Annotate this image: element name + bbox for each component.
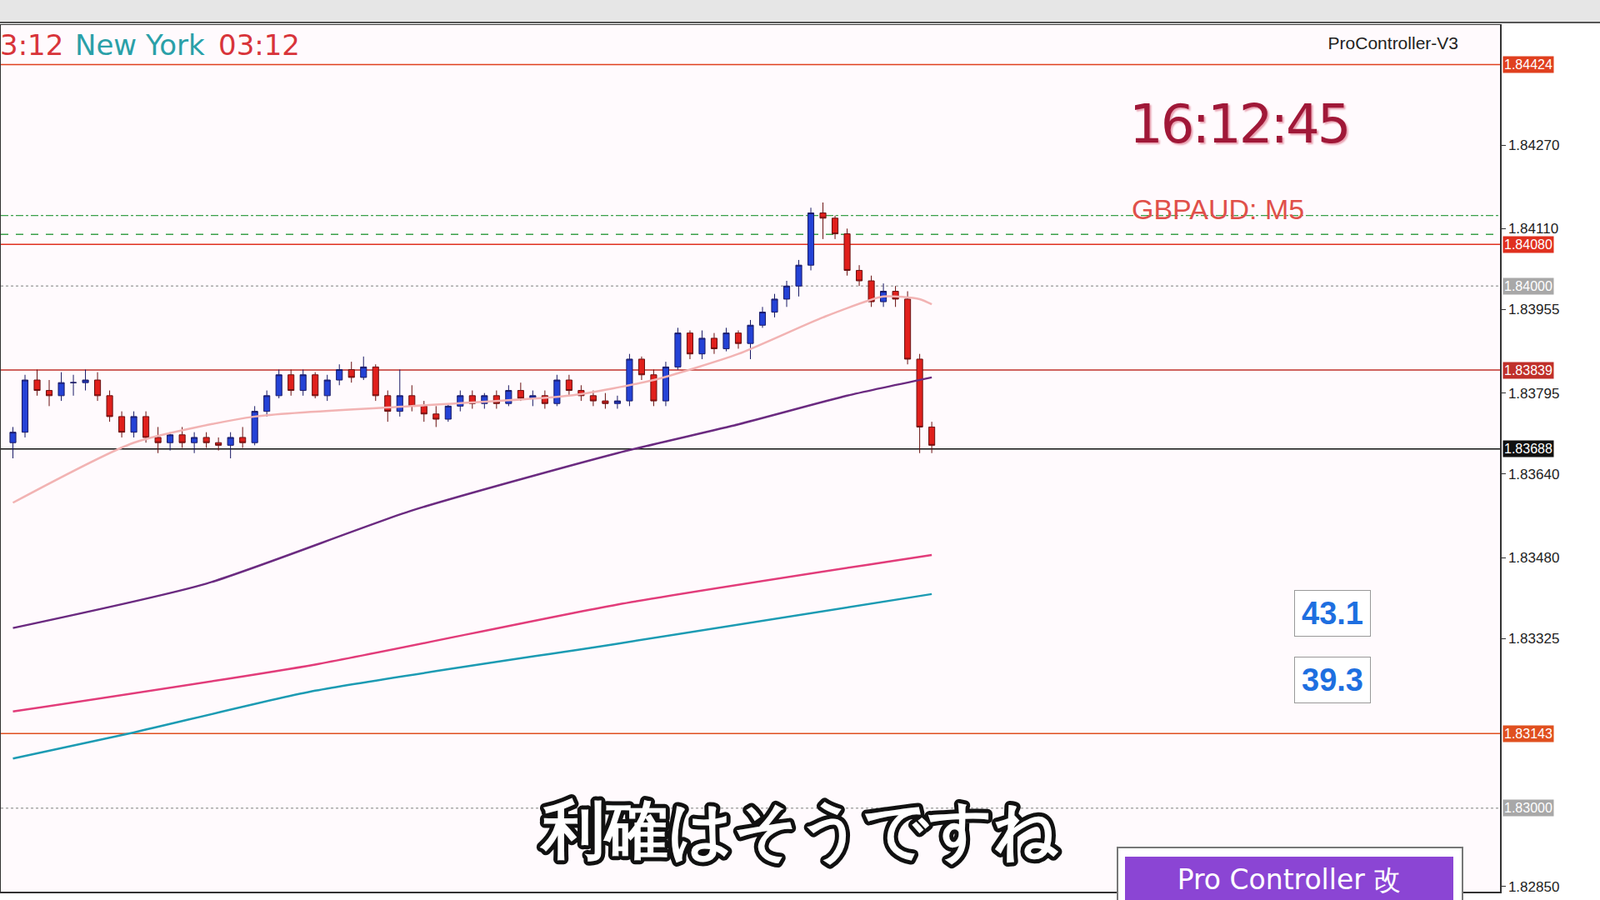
html-text:Pro Controller 改: Pro Controller 改: [1177, 863, 1402, 896]
svg-text:1.83795: 1.83795: [1508, 385, 1560, 402]
svg-text:1.84000: 1.84000: [1504, 279, 1553, 294]
svg-text:1.83640: 1.83640: [1508, 466, 1560, 483]
svg-text:1.83000: 1.83000: [1504, 800, 1553, 815]
html-text:43.1: 43.1: [1301, 595, 1364, 631]
html-text:GBPAUD: M5: GBPAUD: M5: [1131, 193, 1305, 225]
html-text:ProController-V3: ProController-V3: [1328, 33, 1459, 53]
svg-text:1.83480: 1.83480: [1508, 550, 1560, 566]
svg-text:1.83688: 1.83688: [1504, 441, 1553, 456]
html-text:03:12: 03:12: [218, 28, 300, 62]
svg-text:1.84110: 1.84110: [1508, 220, 1559, 237]
svg-text:1.83955: 1.83955: [1508, 301, 1560, 318]
html-text:3:12 New York: 3:12 New York: [0, 28, 205, 62]
svg-text:1.82850: 1.82850: [1508, 879, 1560, 895]
svg-text:1.83143: 1.83143: [1504, 726, 1553, 741]
svg-text:1.84080: 1.84080: [1504, 237, 1553, 252]
svg-text:1.84424: 1.84424: [1504, 57, 1553, 72]
svg-text:1.83325: 1.83325: [1508, 630, 1560, 647]
svg-text:1.83839: 1.83839: [1504, 363, 1553, 378]
html-text:39.3: 39.3: [1301, 662, 1364, 698]
html-text:16:12:45: 16:12:45: [1129, 93, 1349, 155]
svg-text:利確はそうですね: 利確はそうですね: [539, 792, 1060, 867]
svg-text:1.84270: 1.84270: [1508, 137, 1560, 154]
